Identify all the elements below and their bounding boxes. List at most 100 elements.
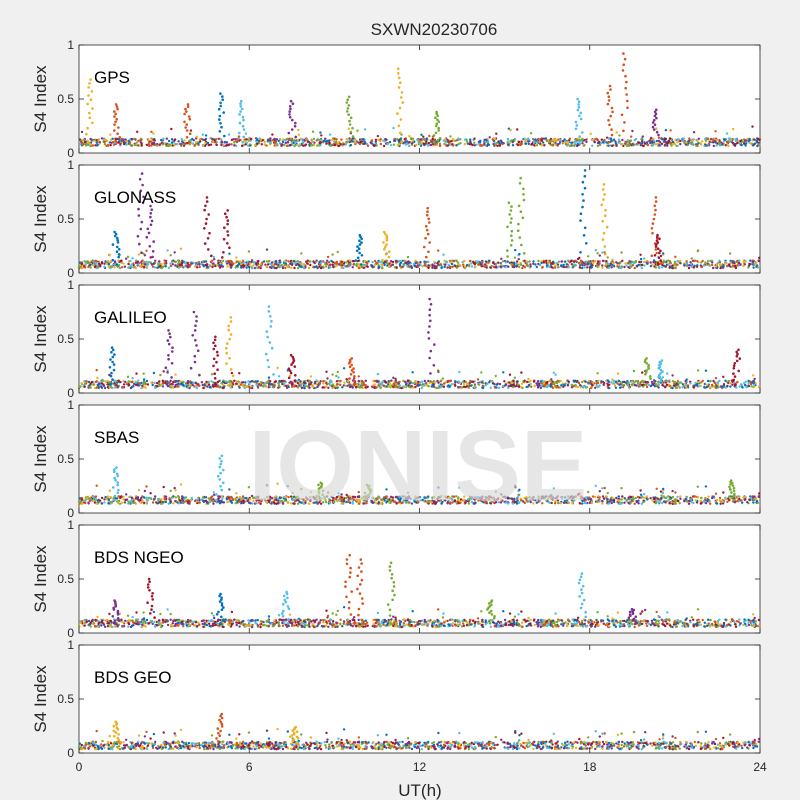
data-point — [591, 144, 594, 147]
data-point — [639, 260, 643, 264]
data-point — [498, 144, 502, 147]
data-point — [147, 142, 151, 145]
data-point — [355, 386, 358, 389]
data-point — [607, 144, 610, 147]
data-point — [718, 143, 721, 146]
data-point — [316, 385, 319, 389]
spike-point — [426, 232, 430, 236]
data-point — [687, 266, 691, 270]
data-point — [377, 384, 380, 387]
spike-point — [644, 383, 648, 386]
spike-point — [265, 330, 269, 333]
data-point — [177, 259, 180, 262]
spike-point — [228, 246, 231, 249]
data-point — [517, 258, 520, 261]
data-point — [366, 144, 370, 147]
data-point — [696, 144, 699, 147]
data-point — [303, 386, 306, 390]
data-point — [171, 263, 174, 266]
spike-point — [345, 140, 348, 144]
data-point — [226, 384, 230, 387]
data-point — [186, 261, 189, 265]
data-point — [193, 385, 196, 388]
spike-point — [89, 98, 93, 101]
data-point — [726, 384, 729, 388]
data-point — [426, 144, 430, 147]
spike-point — [400, 140, 403, 144]
data-point — [241, 259, 245, 262]
data-point — [601, 259, 605, 262]
data-point — [395, 138, 399, 141]
data-point — [296, 138, 299, 142]
spike-point — [148, 245, 152, 248]
data-point — [621, 142, 624, 146]
data-point — [341, 386, 344, 389]
data-point — [381, 380, 384, 383]
data-point — [671, 143, 674, 146]
data-point — [261, 381, 264, 384]
data-point — [561, 139, 565, 143]
data-point — [267, 380, 270, 383]
data-point — [145, 249, 148, 252]
spike-point — [185, 110, 188, 113]
data-point — [158, 143, 162, 146]
spike-point — [87, 94, 90, 97]
spike-point — [353, 375, 356, 378]
data-point — [374, 140, 377, 143]
data-point — [164, 259, 168, 263]
data-point — [512, 379, 515, 382]
data-point — [373, 379, 377, 383]
data-point — [423, 379, 426, 383]
data-point — [450, 140, 453, 143]
data-point — [727, 379, 731, 383]
data-point — [296, 266, 300, 270]
spike-point — [183, 112, 186, 116]
spike-point — [111, 243, 115, 246]
spike-point — [227, 324, 230, 328]
data-point — [331, 253, 334, 256]
data-point — [182, 380, 185, 384]
data-point — [200, 262, 203, 266]
data-point — [236, 139, 239, 142]
spike-point — [349, 116, 353, 120]
data-point — [524, 142, 527, 145]
data-point — [649, 384, 653, 388]
spike-point — [216, 354, 219, 357]
spike-point — [428, 221, 431, 224]
spike-point — [426, 210, 429, 213]
spike-point — [114, 112, 117, 116]
spike-point — [428, 325, 431, 328]
data-point — [444, 380, 448, 384]
data-point — [299, 380, 302, 383]
data-point — [388, 265, 391, 268]
data-point — [300, 261, 303, 265]
data-point — [576, 385, 579, 389]
data-point — [620, 385, 624, 388]
data-point — [356, 259, 360, 263]
data-point — [202, 138, 205, 141]
data-point — [157, 263, 160, 267]
data-point — [293, 385, 296, 388]
spike-point — [111, 378, 114, 381]
data-point — [590, 138, 594, 142]
data-point — [202, 386, 205, 390]
data-point — [596, 372, 599, 375]
spike-point — [434, 131, 438, 135]
data-point — [454, 380, 457, 383]
data-point — [455, 144, 458, 147]
data-point — [226, 265, 229, 268]
data-point — [446, 266, 449, 269]
data-point — [610, 138, 613, 142]
data-point — [230, 143, 233, 146]
data-point — [614, 140, 617, 143]
data-point — [263, 140, 266, 144]
data-point — [234, 138, 237, 141]
spike-point — [113, 129, 116, 132]
data-point — [497, 261, 500, 264]
data-point — [410, 142, 414, 145]
data-point — [440, 266, 443, 270]
spike-point — [436, 118, 439, 121]
data-point — [315, 139, 318, 142]
data-point — [330, 139, 333, 142]
spike-point — [290, 383, 294, 386]
